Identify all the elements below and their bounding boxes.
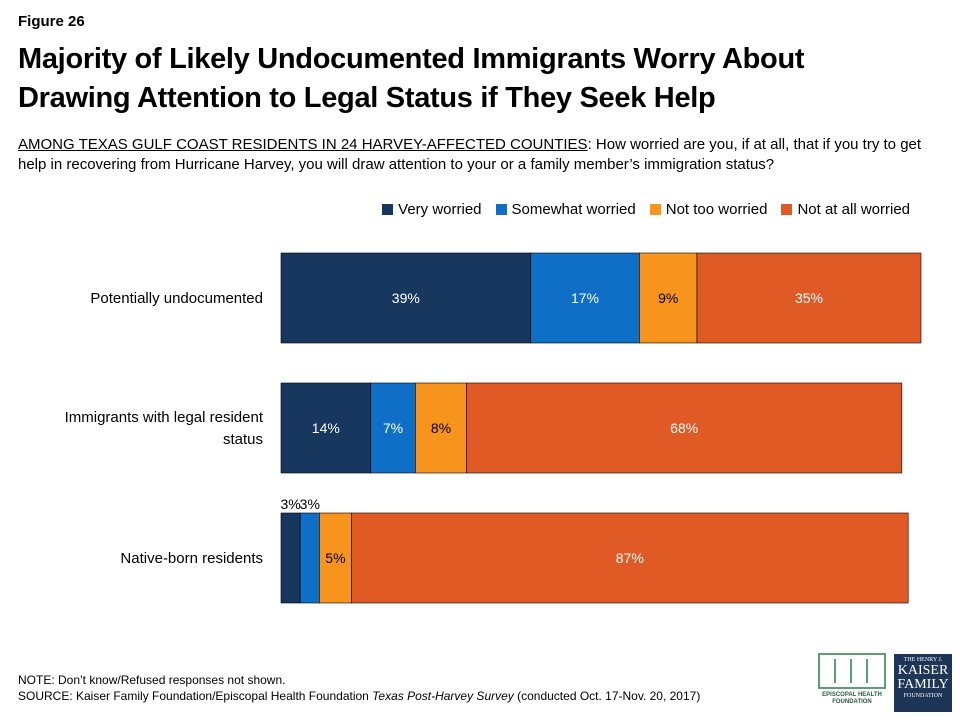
bar-segment bbox=[639, 252, 698, 344]
bar-segment bbox=[280, 512, 301, 604]
data-label: 14% bbox=[312, 420, 340, 436]
kaiser-family-foundation-logo: THE HENRY J. KAISER FAMILY FOUNDATION bbox=[894, 654, 952, 712]
legend-item-0: Very worried bbox=[382, 201, 482, 218]
chart-legend: Very worried Somewhat worried Not too worr… bbox=[382, 201, 910, 218]
footnote: NOTE: Don’t know/Refused responses not s… bbox=[18, 672, 700, 704]
data-label: 68% bbox=[670, 420, 698, 436]
bar-segment bbox=[370, 382, 416, 474]
question-text: : How worried are you, if at all, that i… bbox=[18, 136, 922, 173]
chart-title: Majority of Likely Undocumented Immigran… bbox=[18, 40, 938, 118]
data-label: 87% bbox=[616, 550, 644, 566]
data-label: 17% bbox=[571, 290, 599, 306]
category-label: Potentially undocumented bbox=[90, 290, 263, 307]
bar-segment bbox=[530, 252, 640, 344]
source-text: SOURCE: Kaiser Family Foundation/Episcop… bbox=[18, 689, 701, 703]
data-label: 3% bbox=[300, 496, 320, 512]
bar-segment bbox=[696, 252, 922, 344]
legend-item-3: Not at all worried bbox=[781, 201, 910, 218]
data-label: 3% bbox=[280, 496, 300, 512]
legend-swatch bbox=[495, 204, 507, 215]
legend-item-1: Somewhat worried bbox=[495, 201, 636, 218]
data-label: 5% bbox=[325, 550, 345, 566]
bar-segment bbox=[415, 382, 467, 474]
question-prefix: AMONG TEXAS GULF COAST RESIDENTS IN 24 H… bbox=[18, 136, 588, 153]
legend-swatch bbox=[781, 204, 793, 215]
category-label: Native-born residents bbox=[120, 550, 263, 567]
data-label: 35% bbox=[795, 290, 823, 306]
category-label: Immigrants with legal resident status bbox=[65, 409, 264, 448]
bar-segment bbox=[351, 512, 909, 604]
legend-label: Very worried bbox=[398, 201, 482, 218]
legend-label: Somewhat worried bbox=[511, 201, 636, 218]
legend-swatch bbox=[649, 204, 661, 215]
legend-swatch bbox=[382, 204, 394, 215]
title-line-2: Drawing Attention to Legal Status if The… bbox=[18, 82, 716, 114]
bar-segment bbox=[466, 382, 903, 474]
legend-label: Not at all worried bbox=[797, 201, 910, 218]
data-label: 7% bbox=[383, 420, 403, 436]
legend-item-2: Not too worried bbox=[649, 201, 768, 218]
survey-name: Texas Post-Harvey Survey bbox=[372, 689, 514, 703]
bar-segment bbox=[280, 252, 531, 344]
bar-segment bbox=[319, 512, 352, 604]
note-text: NOTE: Don’t know/Refused responses not s… bbox=[18, 673, 286, 687]
episcopal-health-foundation-logo: EPISCOPAL HEALTH FOUNDATION bbox=[815, 653, 889, 713]
data-label: 9% bbox=[658, 290, 678, 306]
stacked-bar-chart: Potentially undocumented 39% 17% 9% 35% Immig… bbox=[65, 252, 922, 604]
bar-segment bbox=[280, 382, 371, 474]
data-label: 8% bbox=[431, 420, 451, 436]
bar-segment bbox=[299, 512, 320, 604]
data-label: 39% bbox=[392, 290, 420, 306]
survey-question: AMONG TEXAS GULF COAST RESIDENTS IN 24 H… bbox=[18, 135, 948, 175]
legend-label: Not too worried bbox=[665, 201, 768, 218]
figure-label: Figure 26 bbox=[18, 13, 85, 30]
title-line-1: Majority of Likely Undocumented Immigran… bbox=[18, 43, 805, 75]
